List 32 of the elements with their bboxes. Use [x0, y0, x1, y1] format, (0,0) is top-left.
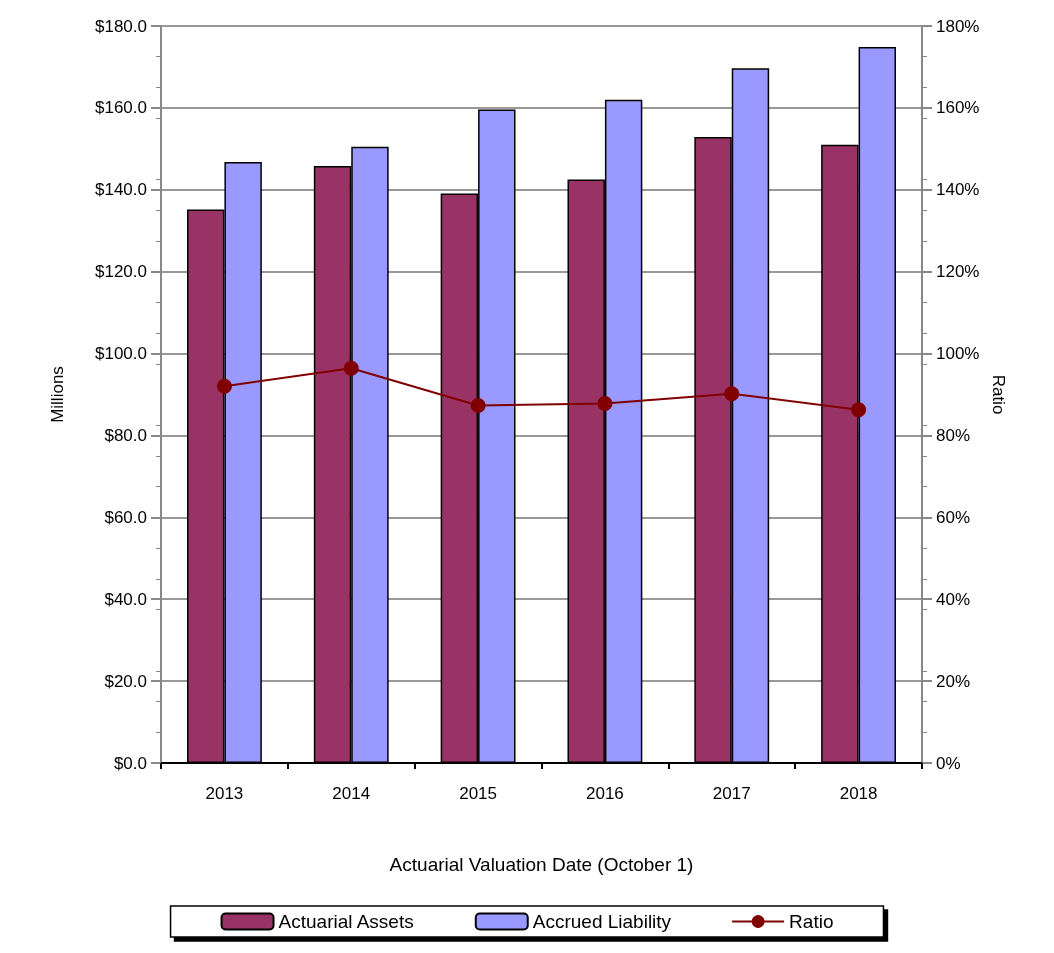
y2-tick-label: 40%: [936, 589, 971, 609]
y-tick-label: $160.0: [95, 98, 147, 118]
x-axis-title: Actuarial Valuation Date (October 1): [389, 854, 694, 875]
y2-tick-label: 0%: [936, 753, 961, 773]
y2-axis-title: Ratio: [989, 374, 1009, 415]
x-tick-label: 2013: [205, 784, 244, 803]
x-tick-label: 2014: [332, 784, 371, 803]
y-tick-label: $100.0: [95, 344, 147, 364]
y2-tick-label: 80%: [936, 425, 971, 445]
y-tick-label: $80.0: [104, 425, 147, 445]
y-axis-title: Millions: [48, 366, 67, 423]
legend-label: Ratio: [789, 911, 834, 932]
y2-tick-label: 100%: [936, 344, 980, 364]
y2-tick-label: 20%: [936, 671, 971, 691]
y-tick-label: $140.0: [95, 180, 147, 200]
y2-tick-label: 120%: [936, 262, 980, 282]
y2-tick-label: 180%: [936, 16, 980, 36]
y-tick-label: $60.0: [104, 507, 147, 527]
x-tick-label: 2018: [839, 784, 878, 803]
y-tick-label: $0.0: [113, 753, 147, 773]
y-tick-label: $40.0: [104, 589, 147, 609]
y2-tick-label: 160%: [936, 98, 980, 118]
y-tick-label: $20.0: [104, 671, 147, 691]
legend-label: Actuarial Assets: [278, 911, 414, 932]
y2-tick-label: 140%: [936, 180, 980, 200]
y-tick-label: $180.0: [95, 16, 147, 36]
x-tick-label: 2017: [712, 784, 751, 803]
legend-label: Accrued Liability: [532, 911, 672, 932]
y2-tick-label: 60%: [936, 507, 971, 527]
y-tick-label: $120.0: [95, 262, 147, 282]
x-tick-label: 2015: [459, 784, 497, 803]
x-tick-label: 2016: [586, 784, 624, 803]
